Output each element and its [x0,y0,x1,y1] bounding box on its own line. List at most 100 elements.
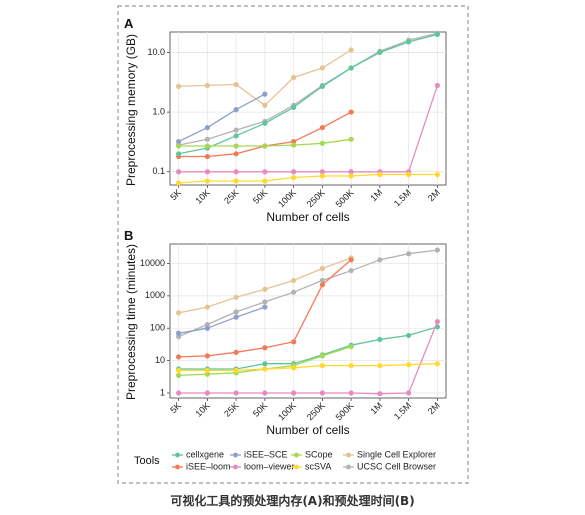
data-point-single-cell-explorer [262,102,268,108]
y-tick-label: 1000 [145,290,165,300]
data-point-cellxgene [176,151,182,157]
data-point-ucsc-cell-browser [233,309,239,315]
data-point-single-cell-explorer [291,74,297,81]
data-point-single-cell-explorer [262,286,268,292]
data-point-single-cell-explorer [204,304,210,310]
x-tick-label: 100K [276,187,298,209]
legend-item-label: loom–viewer [244,461,295,471]
x-tick-label: 1.5M [392,400,413,421]
y-tick-label: 10.0 [147,47,165,57]
data-point-ucsc-cell-browser [406,251,412,257]
data-point-scope [348,344,354,350]
series-line-scsva [178,363,438,372]
data-point-scsva [434,361,440,367]
data-point-loom-viewer [204,390,210,396]
x-tick-label: 50K [251,187,269,205]
x-tick-label: 1.5M [392,187,413,208]
legend-item-label: cellxgene [186,449,224,459]
data-point-isee-loom [233,349,239,355]
data-point-scsva [434,171,440,178]
panel-a-label: A [124,16,134,31]
y-tick-label: 10 [155,355,165,365]
legend: Tools cellxgene iSEE–SCE SCope Single Cell … [134,449,436,471]
data-point-loom-viewer [434,319,440,325]
data-point-scsva [176,367,182,373]
data-point-loom-viewer [262,390,268,396]
x-tick-label: 25K [222,187,240,205]
series-line-loom-viewer [178,85,439,173]
data-point-isee-sce [204,325,210,331]
data-point-scope [176,372,182,378]
figure-caption: 可视化工具的预处理内存(A)和预处理时间(B) [170,494,415,508]
data-point-isee-loom [348,109,354,115]
data-point-scope [262,143,268,149]
x-tick-label: 500K [334,400,356,422]
data-point-cellxgene [262,361,268,367]
data-point-loom-viewer [262,169,268,175]
data-point-scsva [377,363,383,369]
data-point-isee-loom [262,345,268,351]
x-tick-label: 2M [426,400,442,416]
data-point-cellxgene [319,83,325,89]
data-point-scope [319,140,325,146]
panel-b-label: B [124,228,133,243]
data-point-cellxgene [406,39,412,45]
data-point-isee-sce [176,139,182,145]
x-tick-label: 1M [368,187,384,203]
data-point-loom-viewer [233,390,239,396]
x-tick-label: 250K [305,400,327,422]
legend-item-label: iSEE–loom [186,461,231,471]
panel-a-x-axis-label: Number of cells [266,210,349,224]
legend-title: Tools [134,455,160,467]
series-line-ucsc-cell-browser [178,32,438,146]
data-point-scsva [319,173,325,179]
data-point-isee-loom [204,153,210,160]
data-point-loom-viewer [233,169,239,175]
data-point-cellxgene [233,133,239,139]
data-point-ucsc-cell-browser [233,127,239,133]
data-point-scope [176,143,182,149]
data-point-single-cell-explorer [319,265,325,272]
panel-b-x-axis-label: Number of cells [266,423,349,437]
data-point-cellxgene [291,104,297,110]
data-point-loom-viewer [434,82,440,89]
data-point-scsva [204,178,210,184]
data-point-single-cell-explorer [204,82,210,89]
panel-a-y-axis-label: Preprocessing memory (GB) [124,34,138,186]
legend-key-dot [294,464,299,470]
panel-a: A Preprocessing memory (GB) Number of ce… [124,16,447,224]
x-tick-label: 25K [222,400,240,418]
plot-area [169,31,447,186]
data-point-isee-sce [233,314,239,320]
legend-key-dot [233,452,238,458]
data-point-loom-viewer [319,390,325,396]
data-point-isee-loom [348,257,354,263]
legend-key-dot [346,452,351,458]
legend-key-dot [175,452,180,458]
data-point-scope [233,143,239,149]
data-point-single-cell-explorer [176,83,182,89]
x-tick-label: 500K [334,187,356,209]
data-point-isee-loom [176,354,182,360]
data-point-isee-loom [291,339,297,345]
legend-item-label: UCSC Cell Browser [357,461,436,471]
series-line-ucsc-cell-browser [178,249,438,338]
data-point-cellxgene [377,49,383,56]
data-point-isee-loom [233,151,239,157]
data-point-single-cell-explorer [233,294,239,300]
data-point-single-cell-explorer [233,81,239,88]
data-point-isee-loom [204,353,210,359]
data-point-single-cell-explorer [176,310,182,316]
x-tick-label: 5K [168,187,183,202]
data-point-loom-viewer [348,169,354,175]
data-point-loom-viewer [291,390,297,396]
legend-key-dot [346,464,351,470]
data-point-ucsc-cell-browser [291,289,297,295]
data-point-scsva [233,367,239,373]
data-point-isee-sce [262,304,268,310]
data-point-loom-viewer [319,169,325,175]
data-point-scsva [406,171,412,178]
x-tick-label: 100K [276,400,298,422]
data-point-scsva [204,367,210,373]
